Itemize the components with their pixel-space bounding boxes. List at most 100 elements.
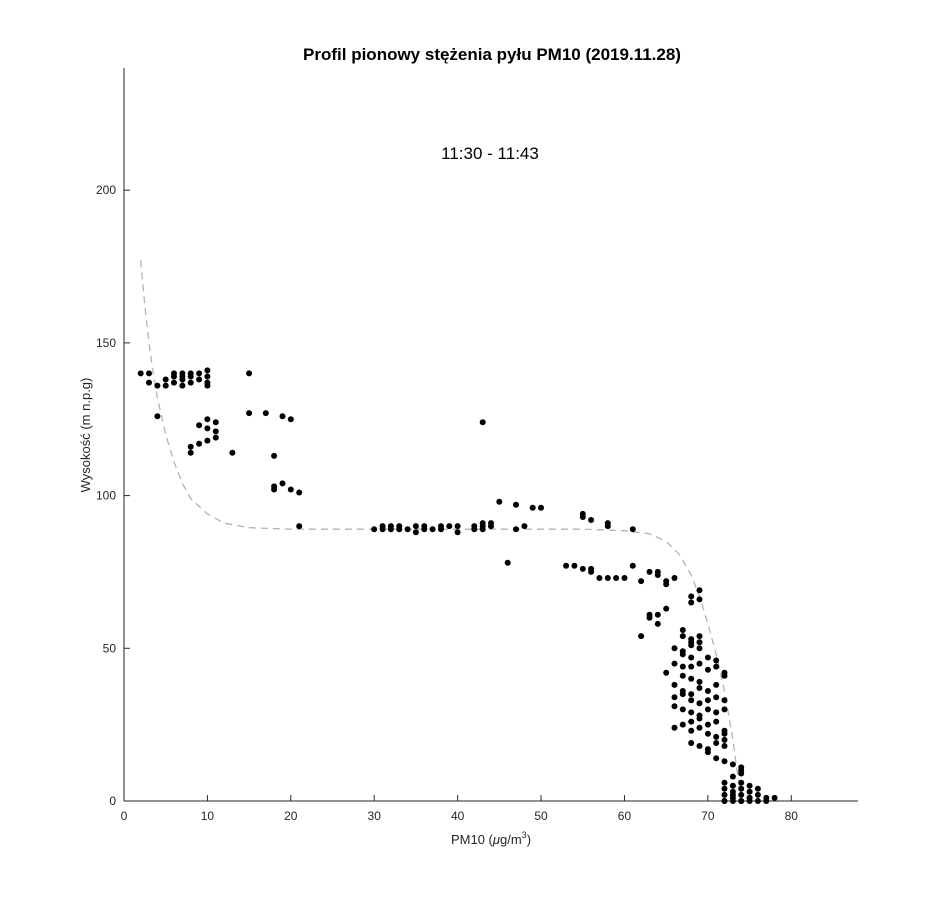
data-point [196, 370, 203, 377]
data-point [588, 568, 595, 575]
data-point [696, 633, 703, 640]
data-point [713, 709, 720, 716]
data-point [629, 562, 636, 569]
data-point [604, 575, 611, 581]
data-point [146, 370, 152, 377]
data-point [721, 736, 728, 743]
data-point [721, 798, 728, 804]
data-point [713, 740, 720, 746]
data-point [154, 413, 161, 420]
x-axis-label: PM10 (μg/m3) [451, 830, 531, 847]
data-point [179, 373, 186, 380]
y-tick-label: 100 [96, 489, 116, 503]
data-point [513, 501, 519, 508]
data-point [704, 721, 711, 728]
x-tick-label: 20 [284, 809, 298, 823]
data-point [579, 565, 586, 572]
data-point [171, 370, 177, 377]
data-point [746, 798, 753, 804]
data-point [696, 678, 703, 685]
data-point [721, 779, 728, 786]
data-point [663, 605, 670, 612]
x-tick-label: 30 [368, 809, 382, 823]
data-point [187, 443, 194, 450]
data-point [704, 688, 711, 694]
data-point [696, 645, 703, 652]
data-point [296, 523, 303, 530]
data-point [688, 654, 695, 661]
data-point [379, 523, 386, 530]
y-tick-label: 0 [109, 794, 116, 808]
data-point [721, 730, 728, 737]
data-point [271, 486, 278, 493]
data-point [679, 627, 686, 633]
data-point [696, 724, 703, 731]
data-point [654, 572, 661, 578]
data-point [246, 370, 253, 377]
data-point [279, 413, 286, 420]
data-point [671, 660, 678, 667]
data-point [646, 568, 653, 575]
data-point [204, 373, 211, 380]
data-point [679, 633, 686, 640]
data-point [646, 614, 653, 621]
data-point [638, 578, 645, 585]
data-point [679, 691, 686, 698]
data-point [713, 733, 720, 740]
data-points [137, 367, 778, 804]
data-point [688, 675, 695, 682]
data-point [721, 743, 728, 749]
data-point [671, 645, 678, 652]
y-tick-label: 200 [96, 183, 116, 197]
data-point [162, 376, 169, 383]
data-point [671, 724, 678, 731]
data-point [688, 663, 695, 670]
data-point [396, 526, 403, 533]
data-point [704, 666, 711, 673]
data-point [412, 529, 419, 536]
data-point [738, 798, 745, 804]
data-point [563, 562, 570, 569]
data-point [688, 593, 695, 600]
data-point [412, 523, 419, 530]
data-point [246, 410, 253, 417]
data-point [671, 575, 678, 581]
data-point [162, 382, 169, 389]
data-point [746, 788, 753, 795]
y-tick-label: 50 [103, 641, 117, 655]
data-point [204, 425, 211, 432]
data-point [604, 523, 611, 530]
data-point [613, 575, 620, 581]
data-point [713, 663, 720, 670]
data-point [271, 452, 278, 459]
data-point [771, 794, 778, 801]
data-point [738, 767, 745, 774]
data-point [262, 410, 269, 417]
data-point [663, 581, 670, 588]
data-point [471, 526, 478, 533]
data-point [629, 526, 636, 533]
data-point [596, 575, 603, 581]
data-point [204, 367, 211, 374]
data-point [212, 428, 219, 435]
data-point [729, 798, 736, 804]
data-point [496, 498, 503, 505]
data-point [713, 694, 720, 701]
data-point [479, 526, 486, 533]
axes [123, 68, 858, 802]
data-point [488, 520, 494, 527]
data-point [738, 785, 745, 792]
data-point [446, 523, 453, 530]
data-point [296, 489, 303, 496]
data-point [212, 419, 219, 426]
x-tick-label: 40 [451, 809, 465, 823]
data-point [688, 639, 695, 646]
data-point [421, 523, 428, 530]
data-point [763, 798, 770, 804]
data-point [679, 706, 686, 713]
data-point [204, 416, 211, 423]
data-point [196, 422, 203, 429]
data-point [738, 779, 745, 786]
data-point [679, 648, 686, 655]
